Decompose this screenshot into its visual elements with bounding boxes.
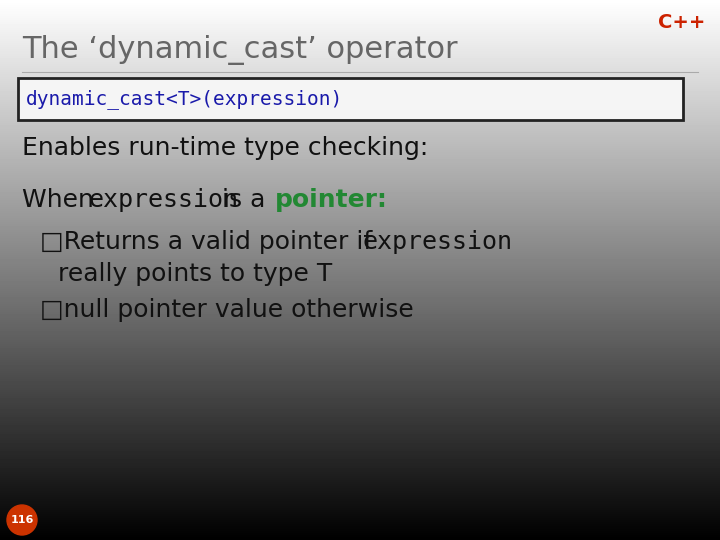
Text: C++: C++ [657,13,705,32]
Text: □Returns a valid pointer if: □Returns a valid pointer if [40,230,380,254]
Text: expression: expression [362,230,512,254]
Text: pointer:: pointer: [275,188,388,212]
Text: When: When [22,188,102,212]
Text: really points to type T: really points to type T [58,262,332,286]
Text: dynamic_cast<T>(expression): dynamic_cast<T>(expression) [26,89,343,109]
Text: Enables run-time type checking:: Enables run-time type checking: [22,136,428,160]
Circle shape [7,505,37,535]
Text: expression: expression [88,188,238,212]
Text: is a: is a [206,188,274,212]
FancyBboxPatch shape [18,78,683,120]
Text: 116: 116 [10,515,34,525]
Text: □null pointer value otherwise: □null pointer value otherwise [40,298,414,322]
Text: The ‘dynamic_cast’ operator: The ‘dynamic_cast’ operator [22,35,458,65]
